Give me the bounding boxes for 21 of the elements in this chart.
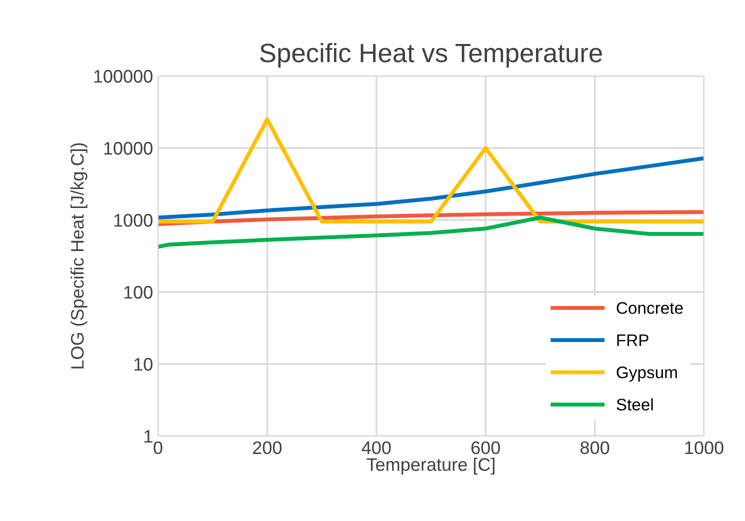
y-tick-label: 100000 bbox=[94, 70, 152, 83]
chart-title: Specific Heat vs Temperature bbox=[260, 42, 602, 68]
line-series bbox=[158, 156, 704, 220]
legend-label: FRP bbox=[617, 334, 648, 346]
x-tick-label: 800 bbox=[580, 441, 610, 454]
legend-label: Gypsum bbox=[616, 366, 677, 382]
legend-label: Steel bbox=[616, 398, 653, 411]
x-axis-title: Temperature [C] bbox=[366, 458, 494, 475]
line-series bbox=[158, 216, 704, 249]
x-tick-label: 400 bbox=[362, 441, 391, 454]
x-tick-label: 1000 bbox=[685, 441, 724, 454]
legend-label: Concrete bbox=[616, 302, 683, 314]
y-tick-label: 1000 bbox=[114, 214, 152, 227]
y-tick-label: 100 bbox=[124, 286, 152, 299]
y-tick-label: 10000 bbox=[104, 142, 152, 155]
x-tick-label: 600 bbox=[471, 441, 500, 454]
y-tick-label: 1 bbox=[144, 430, 152, 443]
x-tick-label: 0 bbox=[154, 441, 162, 454]
y-tick-label: 10 bbox=[134, 358, 152, 371]
y-axis-title: LOG (Specific Heat [J/kg.C]) bbox=[70, 143, 88, 368]
x-tick-label: 200 bbox=[253, 441, 282, 454]
